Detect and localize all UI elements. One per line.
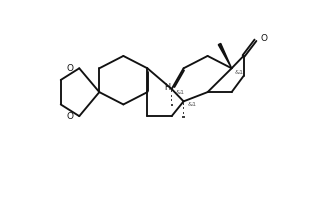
Text: &1: &1 [235, 70, 244, 74]
Text: &1: &1 [187, 102, 197, 107]
Text: O: O [67, 112, 74, 121]
Text: O: O [260, 34, 267, 43]
Polygon shape [218, 43, 232, 68]
Text: H: H [164, 83, 170, 92]
Text: &1: &1 [175, 90, 185, 95]
Text: O: O [67, 64, 74, 73]
